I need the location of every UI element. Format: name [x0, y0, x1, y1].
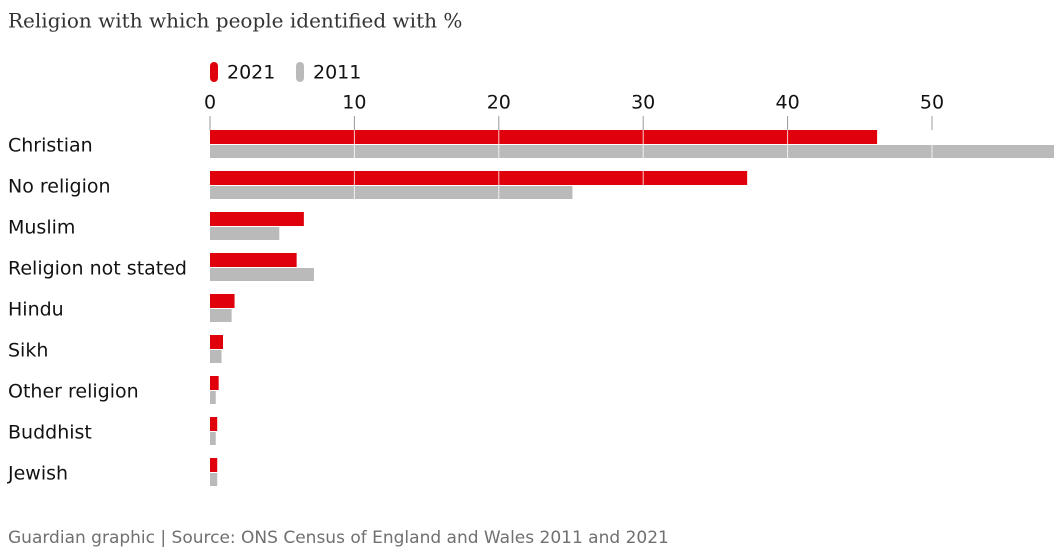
- x-tick-label: 50: [920, 92, 944, 114]
- legend-label: 2021: [227, 62, 275, 84]
- bar: [210, 335, 223, 349]
- source: Guardian graphic | Source: ONS Census of…: [8, 528, 669, 548]
- x-tick-label: 30: [631, 92, 655, 114]
- x-tick-label: 40: [775, 92, 799, 114]
- category-label: No religion: [8, 176, 111, 198]
- category-label: Jewish: [7, 463, 68, 485]
- bar: [210, 227, 280, 240]
- bar: [210, 458, 218, 472]
- bar: [210, 309, 232, 322]
- x-tick-label: 10: [342, 92, 366, 114]
- category-label: Religion not stated: [8, 258, 187, 280]
- category-label: Other religion: [8, 381, 139, 403]
- bar: [210, 253, 297, 267]
- category-label: Sikh: [8, 340, 48, 362]
- legend-swatch: [210, 62, 218, 82]
- bar: [210, 171, 748, 185]
- bar: [210, 391, 216, 404]
- chart-title: Religion with which people identified wi…: [8, 9, 462, 33]
- bar: [210, 212, 304, 226]
- bar: [210, 130, 878, 144]
- bar: [210, 186, 573, 199]
- bar: [210, 350, 222, 363]
- bar: [210, 145, 1054, 158]
- bar: [210, 473, 218, 486]
- category-label: Christian: [8, 135, 93, 157]
- bar: [210, 268, 314, 281]
- bar: [210, 376, 219, 390]
- bar: [210, 294, 235, 308]
- category-label: Buddhist: [8, 422, 92, 444]
- bar: [210, 417, 218, 431]
- bar: [210, 432, 216, 445]
- legend-swatch: [296, 62, 304, 82]
- x-tick-label: 20: [487, 92, 511, 114]
- x-tick-label: 0: [204, 92, 216, 114]
- legend-label: 2011: [313, 62, 361, 84]
- category-label: Muslim: [8, 217, 75, 239]
- category-label: Hindu: [8, 299, 64, 321]
